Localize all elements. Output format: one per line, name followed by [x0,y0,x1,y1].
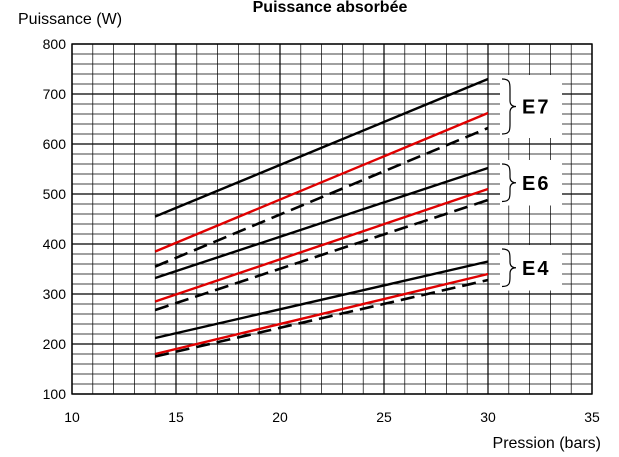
group-label-E4: E4 [522,258,550,280]
y-tick-label: 800 [43,36,67,52]
x-tick-label: 25 [376,409,392,425]
x-tick-label: 35 [584,409,600,425]
y-axis-label: Puissance (W) [18,11,122,28]
x-tick-label: 10 [64,409,80,425]
y-tick-label: 700 [43,86,67,102]
group-brackets: E7 E6 E4 [500,75,562,291]
y-tick-label: 500 [43,186,67,202]
y-tick-label: 400 [43,236,67,252]
chart-title: Puissance absorbée [253,0,408,16]
group-label-E7: E7 [522,97,550,119]
y-tick-label: 100 [43,386,67,402]
y-tick-label: 200 [43,336,67,352]
y-tick-label: 600 [43,136,67,152]
x-tick-label: 15 [168,409,184,425]
x-tick-label: 20 [272,409,288,425]
y-tick-label: 300 [43,286,67,302]
group-label-E6: E6 [522,173,550,195]
x-axis-label: Pression (bars) [493,435,601,452]
x-tick-label: 30 [480,409,496,425]
